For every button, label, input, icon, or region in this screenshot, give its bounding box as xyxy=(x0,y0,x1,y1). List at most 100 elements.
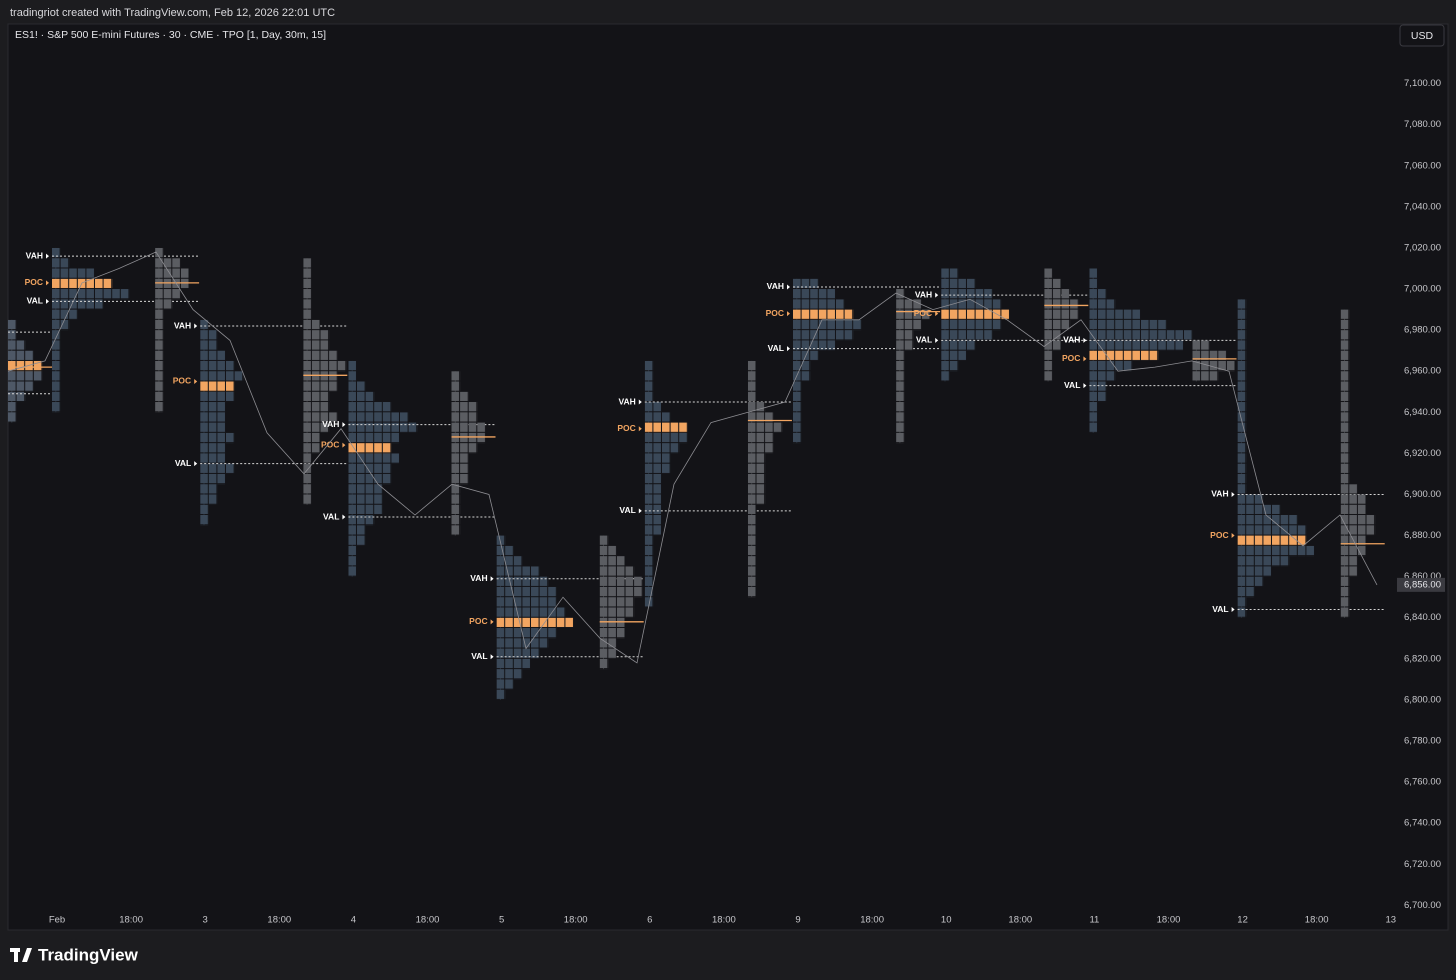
label-arrow xyxy=(194,461,198,467)
tpo-row xyxy=(793,309,854,320)
tpo-row xyxy=(1340,463,1350,474)
currency[interactable]: USD xyxy=(1411,30,1434,42)
tpo-row xyxy=(644,432,688,444)
tpo-row xyxy=(1237,371,1247,382)
tpo-row xyxy=(496,535,506,546)
tpo-row xyxy=(599,607,635,618)
tpo-row xyxy=(1237,525,1307,536)
tpo-row xyxy=(1089,402,1098,413)
label-arrow xyxy=(342,442,346,448)
x-tick-label: 18:00 xyxy=(712,915,736,926)
tpo-row xyxy=(941,350,967,361)
y-tick-label: 7,080.00 xyxy=(1404,119,1441,130)
y-tick-label: 7,000.00 xyxy=(1404,284,1441,295)
tpo-row xyxy=(1237,556,1290,567)
label-arrow xyxy=(935,292,939,298)
tpo-row xyxy=(1340,515,1376,526)
tpo-row xyxy=(451,463,469,474)
tpo-row xyxy=(52,381,61,392)
tpo-row xyxy=(747,432,774,444)
label-arrow xyxy=(787,311,790,317)
poc-label: POC xyxy=(766,308,784,318)
tpo-row xyxy=(644,597,654,608)
tpo-row xyxy=(1340,371,1350,382)
tpo-row xyxy=(348,504,383,516)
tpo-row xyxy=(1044,360,1053,372)
label-arrow xyxy=(1231,533,1235,539)
tpo-row xyxy=(200,412,226,423)
tpo-row xyxy=(1089,422,1098,433)
tpo-row xyxy=(8,412,17,423)
tpo-row xyxy=(1340,381,1350,392)
label-arrow xyxy=(935,337,939,343)
label-arrow xyxy=(46,298,49,304)
vah-label: VAH xyxy=(767,281,784,291)
tpo-row xyxy=(793,319,862,331)
tpo-row xyxy=(941,330,993,341)
tpo-row xyxy=(599,576,643,587)
tpo-row xyxy=(644,371,654,382)
tpo-row xyxy=(496,556,523,567)
tpo-row xyxy=(8,381,34,392)
tpo-row xyxy=(303,453,312,464)
tpo-row xyxy=(1340,350,1350,361)
x-tick-label: Feb xyxy=(49,915,65,926)
tpo-row xyxy=(348,371,357,382)
tpo-row xyxy=(1089,340,1184,351)
val-label: VAL xyxy=(471,651,487,661)
tpo-row xyxy=(599,556,626,567)
val-label: VAL xyxy=(916,335,932,345)
tpo-row xyxy=(451,412,478,423)
tpo-row xyxy=(747,535,757,546)
tpo-row xyxy=(896,422,905,433)
tpo-row xyxy=(1237,391,1247,403)
tpo-row xyxy=(1089,412,1098,423)
tpo-row xyxy=(496,689,506,700)
tpo-row xyxy=(793,299,845,310)
tpo-row xyxy=(200,504,209,516)
tpo-row xyxy=(303,391,330,403)
tpo-row xyxy=(1044,340,1062,351)
tpo-row xyxy=(1237,443,1247,454)
tpo-row xyxy=(1340,484,1358,495)
tpo-row xyxy=(200,381,235,392)
x-tick-label: 5 xyxy=(499,915,504,926)
tpo-row xyxy=(1340,566,1358,577)
tpo-row xyxy=(941,371,950,382)
tpo-row xyxy=(155,340,164,351)
tpo-row xyxy=(8,340,26,351)
tpo-row xyxy=(1192,371,1219,382)
tpo-row xyxy=(1340,556,1358,567)
tpo-row xyxy=(1237,309,1247,320)
tpo-row xyxy=(747,586,757,598)
tpo-row xyxy=(941,360,959,372)
tpo-row xyxy=(599,566,635,577)
tpo-row xyxy=(1340,360,1350,372)
tpo-row xyxy=(1340,391,1350,403)
last-price-box xyxy=(1397,577,1445,592)
brand: TradingView xyxy=(38,945,139,964)
tpo-row xyxy=(1089,289,1107,300)
tpo-row xyxy=(1089,278,1098,290)
tpo-row xyxy=(1089,268,1098,279)
tpo-row xyxy=(303,268,312,279)
tpo-row xyxy=(496,658,531,670)
currency-button[interactable] xyxy=(1399,24,1445,47)
y-tick-label: 6,840.00 xyxy=(1404,612,1441,623)
label-arrow xyxy=(490,619,494,625)
tpo-row xyxy=(1340,525,1376,536)
tpo-row xyxy=(348,556,357,567)
tpo-row xyxy=(1044,371,1053,382)
tpo-row xyxy=(599,586,643,598)
tpo-row xyxy=(348,545,357,557)
tpo-row xyxy=(896,360,905,372)
tpo-row xyxy=(793,391,802,403)
tpo-row xyxy=(52,309,78,320)
tpo-row xyxy=(896,299,922,310)
vah-label: VAH xyxy=(26,250,43,260)
tpo-row xyxy=(599,545,617,557)
tpo-row xyxy=(451,525,461,536)
tpo-row xyxy=(747,566,757,577)
tpo-row xyxy=(793,432,802,444)
tpo-row xyxy=(941,299,1002,310)
